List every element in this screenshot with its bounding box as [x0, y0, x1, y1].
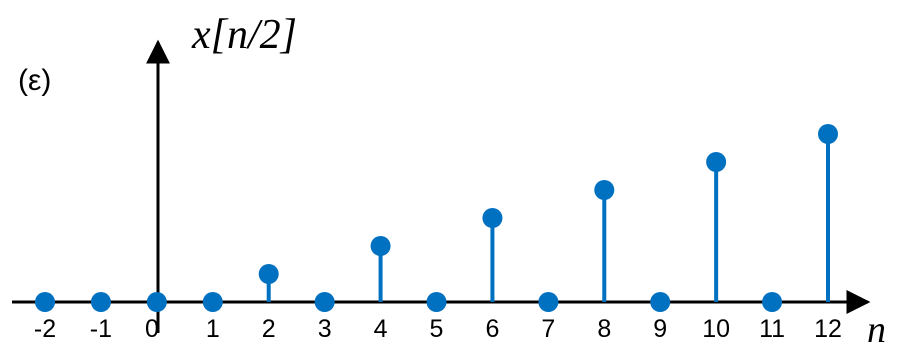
x-tick-label: 12	[814, 315, 842, 343]
x-tick-label: 5	[430, 315, 444, 343]
stem-marker	[370, 236, 391, 256]
stem-marker	[314, 292, 335, 312]
x-tick-label: -2	[34, 315, 56, 343]
stem-marker	[90, 292, 111, 312]
x-tick-label: 3	[318, 315, 332, 343]
x-axis-label: n	[867, 309, 886, 349]
stem-series	[35, 124, 838, 312]
x-tick-label: 8	[597, 315, 611, 343]
stem-marker	[706, 152, 727, 172]
x-tick-label: 6	[485, 315, 499, 343]
stem-marker	[202, 292, 223, 312]
x-tick-label: 11	[759, 315, 785, 343]
stem-marker	[538, 292, 559, 312]
stem-marker	[146, 292, 167, 312]
stem-marker	[258, 264, 279, 284]
stem-marker	[594, 180, 615, 200]
x-tick-label: 0	[145, 315, 159, 343]
x-tick-label: 4	[374, 315, 388, 343]
x-tick-label: 9	[653, 315, 667, 343]
x-tick-label: 1	[206, 315, 220, 343]
stem-marker	[762, 292, 783, 312]
stem-marker	[35, 292, 55, 312]
panel-label: (ε)	[18, 64, 51, 97]
stem-marker	[426, 292, 447, 312]
stem-marker	[818, 124, 838, 144]
x-tick-label: 7	[541, 315, 555, 343]
x-tick-label: -1	[90, 315, 112, 343]
stem-marker	[650, 292, 671, 312]
x-tick-labels: -2 -1 0 1 2 3 4 5 6 7 8 9 10 11 12	[34, 315, 842, 343]
stem-marker	[482, 208, 503, 228]
x-tick-label: 2	[262, 315, 276, 343]
x-tick-label: 10	[702, 315, 730, 343]
y-axis-label: x[n/2]	[191, 12, 297, 58]
